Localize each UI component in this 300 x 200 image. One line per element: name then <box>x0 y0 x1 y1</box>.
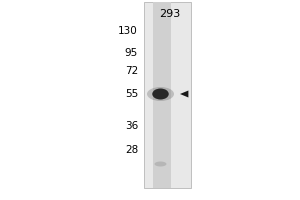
Ellipse shape <box>152 88 169 99</box>
Text: 130: 130 <box>118 26 138 36</box>
Polygon shape <box>180 90 188 97</box>
Text: 72: 72 <box>125 66 138 76</box>
Text: 55: 55 <box>125 89 138 99</box>
Bar <box>144 2 190 188</box>
Text: 28: 28 <box>125 145 138 155</box>
Text: 36: 36 <box>125 121 138 131</box>
Bar <box>153 2 171 188</box>
Text: 293: 293 <box>159 9 180 19</box>
Text: 95: 95 <box>125 48 138 58</box>
Ellipse shape <box>147 87 174 101</box>
Ellipse shape <box>154 162 166 166</box>
